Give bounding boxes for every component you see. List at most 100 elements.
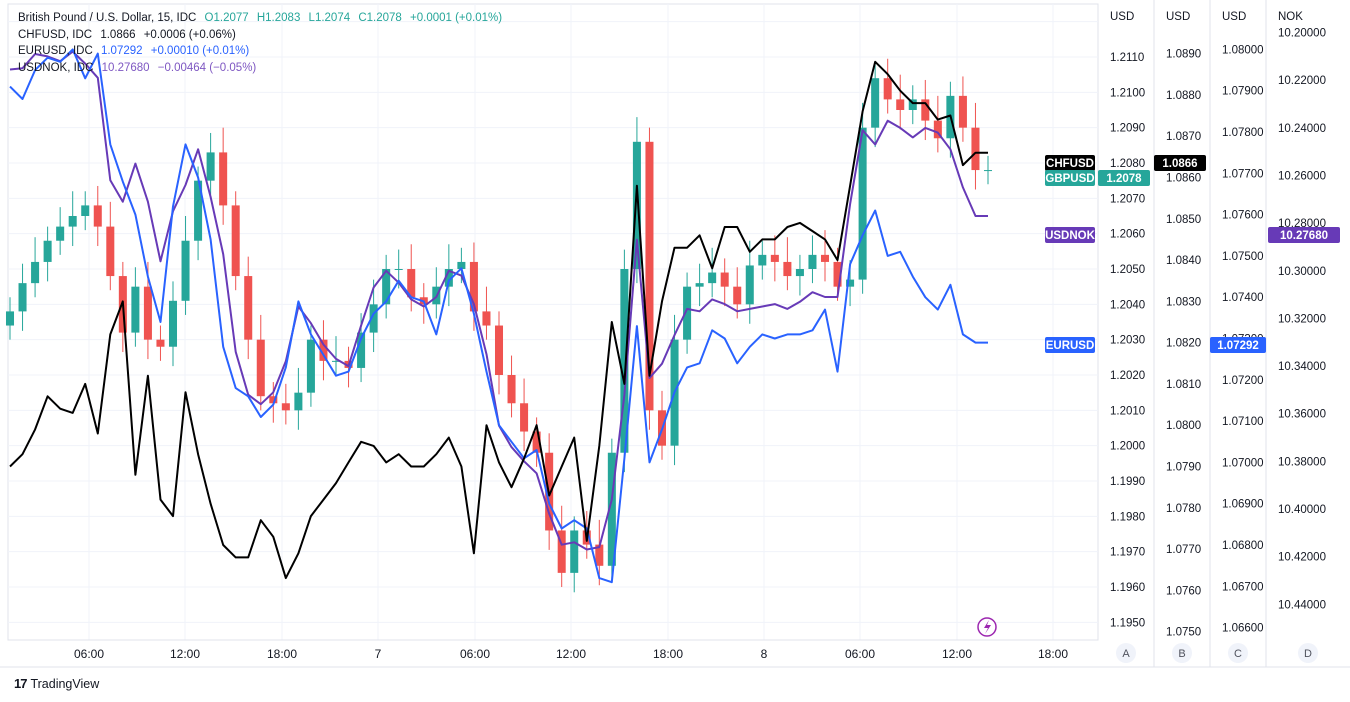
gbpusd-candle	[908, 99, 917, 110]
y-tick-A: 1.1960	[1110, 582, 1145, 594]
plot-label-chfusd: CHFUSD	[1045, 155, 1095, 171]
gbpusd-candle	[244, 276, 253, 340]
gbpusd-candle	[194, 180, 203, 241]
x-tick-label: 12:00	[556, 647, 586, 661]
y-tick-B: 1.0870	[1166, 131, 1201, 143]
gbpusd-candle	[156, 339, 165, 347]
gbpusd-candle	[81, 205, 90, 216]
gbpusd-candle	[382, 269, 391, 305]
gbpusd-candle	[269, 396, 278, 404]
legend-usdnok-value: 10.27680	[101, 61, 150, 74]
gbpusd-candle	[56, 226, 65, 241]
axis-letter-bg-C	[1228, 643, 1248, 663]
y-tick-A: 1.2020	[1110, 370, 1145, 382]
y-tick-C: 1.06700	[1222, 581, 1264, 593]
gbpusd-candle	[921, 99, 930, 121]
axis-header-D: NOK	[1278, 11, 1303, 23]
y-tick-C: 1.06800	[1222, 540, 1264, 552]
y-tick-C: 1.06600	[1222, 623, 1264, 635]
gbpusd-candle	[958, 95, 967, 128]
legend-eurusd-value: 1.07292	[100, 45, 143, 57]
y-tick-A: 1.2060	[1110, 229, 1145, 241]
y-tick-A: 1.1950	[1110, 617, 1145, 629]
x-tick-label: 7	[375, 647, 382, 661]
axis-letter-A: A	[1122, 648, 1130, 660]
legend-usdnok-name: USDNOK, IDC	[18, 61, 94, 74]
y-tick-A: 1.2040	[1110, 299, 1145, 311]
gbpusd-candle	[294, 392, 303, 411]
y-tick-A: 1.1990	[1110, 476, 1145, 488]
y-tick-B: 1.0770	[1166, 544, 1201, 556]
axis-badge-gbpusd: 1.2078	[1098, 170, 1150, 186]
plot-label-usdnok: USDNOK	[1045, 227, 1096, 243]
y-tick-A: 1.2100	[1110, 87, 1145, 99]
gbpusd-candle	[620, 269, 629, 453]
x-tick-label: 06:00	[845, 647, 875, 661]
y-tick-B: 1.0810	[1166, 379, 1201, 391]
y-tick-C: 1.07200	[1222, 375, 1264, 387]
y-tick-A: 1.2030	[1110, 335, 1145, 347]
plot-label-gbpusd: GBPUSD	[1045, 170, 1095, 186]
gbpusd-candle	[507, 375, 516, 404]
legend-usdnok-change: −0.00464 (−0.05%)	[157, 61, 257, 74]
plot-label-eurusd-bg	[1045, 337, 1095, 353]
axis-badge-usdnok-text: 10.27680	[1280, 230, 1328, 242]
x-tick-label: 06:00	[460, 647, 490, 661]
y-tick-D: 10.20000	[1278, 28, 1326, 40]
gbpusd-candle	[394, 269, 403, 270]
legend-chfusd-name: CHFUSD, IDC	[18, 28, 93, 41]
axis-badge-eurusd: 1.07292	[1210, 337, 1266, 353]
gbpusd-candle	[469, 261, 478, 312]
axis-header-A: USD	[1110, 11, 1134, 23]
axis-letter-bg-A	[1116, 643, 1136, 663]
legend-eurusd-change: +0.00010 (+0.01%)	[150, 45, 250, 57]
axis-badge-gbpusd-text: 1.2078	[1106, 173, 1142, 185]
y-tick-B: 1.0780	[1166, 503, 1201, 515]
axis-badge-chfusd-text: 1.0866	[1162, 158, 1197, 170]
axis-badge-usdnok-bg	[1268, 227, 1340, 243]
y-tick-A: 1.1970	[1110, 547, 1145, 559]
y-tick-D: 10.34000	[1278, 361, 1326, 373]
y-tick-D: 10.38000	[1278, 456, 1326, 468]
gbpusd-candle	[106, 226, 115, 277]
y-tick-B: 1.0890	[1166, 49, 1201, 61]
plot-label-gbpusd-bg	[1045, 170, 1095, 186]
gbpusd-candle	[231, 205, 240, 277]
legend-chfusd-value: 1.0866	[100, 28, 136, 41]
y-tick-D: 10.40000	[1278, 504, 1326, 516]
y-tick-B: 1.0860	[1166, 172, 1201, 184]
y-tick-C: 1.07900	[1222, 86, 1264, 98]
legend-main: British Pound / U.S. Dollar, 15, IDC O1.…	[18, 10, 507, 27]
tradingview-footer[interactable]: 17 TradingView	[14, 676, 99, 691]
gbpusd-candle	[306, 339, 315, 393]
y-tick-B: 1.0820	[1166, 338, 1201, 350]
legend-main-low: L1.2074	[308, 12, 351, 24]
gbpusd-candle	[695, 283, 704, 287]
y-tick-D: 10.32000	[1278, 313, 1326, 325]
y-tick-B: 1.0790	[1166, 462, 1201, 474]
gbpusd-candle	[896, 99, 905, 110]
chart-legend: British Pound / U.S. Dollar, 15, IDC O1.…	[18, 10, 507, 76]
series-line-chfusd	[9, 60, 988, 580]
y-tick-A: 1.1980	[1110, 511, 1145, 523]
axis-badge-eurusd-bg	[1210, 337, 1266, 353]
gbpusd-candle	[745, 265, 754, 305]
gbpusd-candle	[871, 78, 880, 128]
gbpusd-candle	[331, 360, 341, 362]
gbpusd-candle	[143, 286, 152, 340]
legend-main-change: +0.0001 (+0.01%)	[410, 12, 503, 24]
event-flash-icon-bolt	[984, 620, 991, 634]
legend-eurusd-name: EURUSD, IDC	[18, 45, 93, 57]
plot-label-eurusd: EURUSD	[1045, 337, 1095, 353]
gbpusd-candle	[570, 530, 579, 573]
y-tick-B: 1.0750	[1166, 627, 1201, 639]
x-tick-label: 8	[761, 647, 768, 661]
axis-letter-C: C	[1234, 648, 1242, 660]
plot-label-gbpusd-text: GBPUSD	[1045, 173, 1094, 185]
axis-letter-bg-B	[1172, 643, 1192, 663]
gbpusd-candle	[846, 279, 855, 287]
gbpusd-candle	[983, 170, 993, 172]
y-tick-D: 10.42000	[1278, 552, 1326, 564]
